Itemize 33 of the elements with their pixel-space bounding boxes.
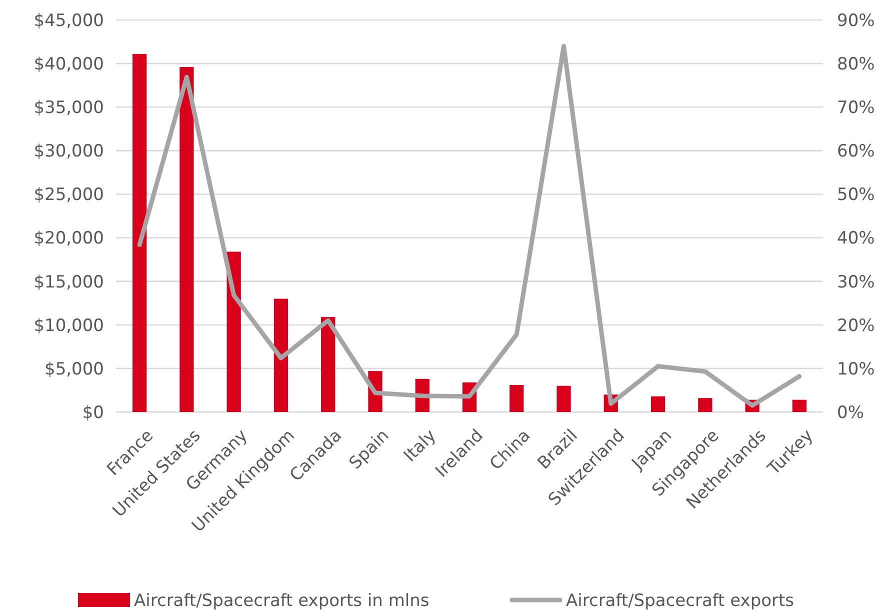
- y-tick-label: $10,000: [34, 316, 104, 336]
- y2-tick-label: 0%: [837, 402, 864, 423]
- y2-tick-label: 10%: [837, 359, 875, 380]
- y-tick-label: $25,000: [34, 185, 104, 206]
- y2-tick-label: 80%: [837, 54, 875, 75]
- bar: [226, 252, 241, 412]
- legend-label: Aircraft/Spacecraft exports: [566, 590, 794, 611]
- legend-label: Aircraft/Spacecraft exports in mlns: [134, 590, 430, 611]
- y-tick-label: $40,000: [34, 54, 104, 75]
- y2-tick-label: 50%: [837, 185, 875, 206]
- y-tick-label: $45,000: [34, 10, 104, 31]
- bar: [321, 317, 336, 412]
- bar: [698, 398, 712, 412]
- bar: [132, 54, 147, 412]
- y2-tick-label: 60%: [837, 142, 875, 162]
- y2-tick-label: 90%: [837, 10, 875, 31]
- y2-tick-label: 70%: [837, 98, 875, 118]
- bar: [274, 298, 288, 412]
- y-tick-label: $20,000: [34, 228, 104, 249]
- y-tick-label: $5,000: [44, 359, 104, 380]
- line-series: [137, 44, 802, 408]
- y-tick-label: $0: [82, 402, 104, 423]
- bar: [556, 386, 571, 412]
- bar: [650, 396, 666, 412]
- bar: [510, 384, 524, 412]
- y2-tick-label: 20%: [837, 316, 875, 336]
- bar: [180, 67, 194, 412]
- y-tick-label: $30,000: [34, 142, 104, 162]
- y2-tick-label: 30%: [837, 272, 875, 292]
- bar: [792, 400, 807, 412]
- y-tick-label: $35,000: [34, 98, 104, 118]
- y2-tick-label: 40%: [837, 228, 875, 249]
- y-tick-label: $15,000: [34, 272, 104, 292]
